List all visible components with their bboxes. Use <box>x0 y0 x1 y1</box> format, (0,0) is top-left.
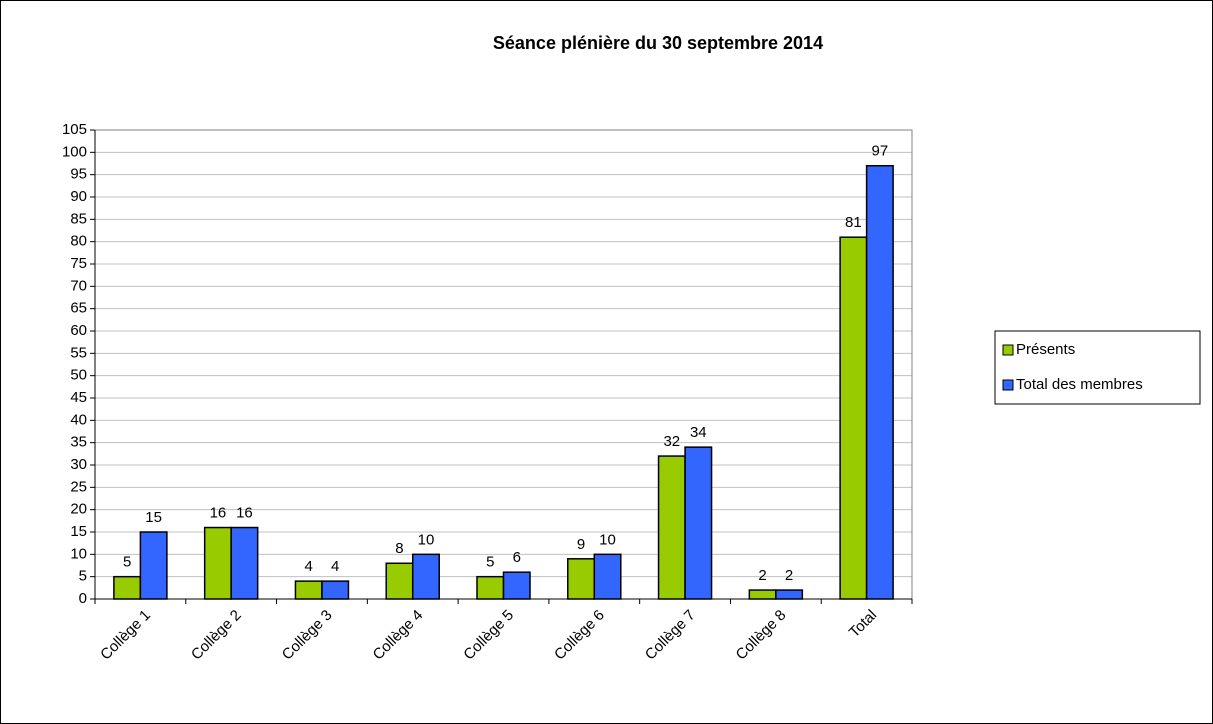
data-label: 6 <box>513 549 521 566</box>
data-label: 32 <box>663 433 680 450</box>
y-tick-label: 0 <box>79 590 87 607</box>
bar <box>321 580 350 600</box>
y-tick-label: 65 <box>70 300 87 317</box>
y-tick-label: 40 <box>70 411 87 428</box>
y-tick-label: 50 <box>70 367 87 384</box>
data-label: 97 <box>872 143 889 160</box>
bar <box>411 553 440 600</box>
y-tick-label: 5 <box>79 568 87 585</box>
data-label: 8 <box>395 540 403 557</box>
bar <box>502 571 531 600</box>
y-tick-label: 10 <box>70 545 87 562</box>
data-label: 81 <box>845 214 862 231</box>
bar <box>839 236 868 600</box>
bar <box>476 575 505 600</box>
data-label: 5 <box>486 554 494 571</box>
y-tick-label: 15 <box>70 523 87 540</box>
y-tick-label: 70 <box>70 277 87 294</box>
data-label: 34 <box>690 424 707 441</box>
y-tick-label: 35 <box>70 434 87 451</box>
bar <box>230 526 259 600</box>
data-label: 10 <box>418 531 435 548</box>
y-tick-label: 45 <box>70 389 87 406</box>
bar <box>865 164 894 600</box>
legend-swatch <box>1002 344 1014 356</box>
bar <box>567 558 596 600</box>
data-label: 16 <box>236 505 253 522</box>
legend-swatch <box>1002 379 1014 391</box>
y-tick-label: 80 <box>70 233 87 250</box>
data-label: 15 <box>145 509 162 526</box>
data-label: 16 <box>210 505 227 522</box>
y-tick-label: 25 <box>70 478 87 495</box>
y-tick-label: 55 <box>70 344 87 361</box>
data-label: 2 <box>785 567 793 584</box>
bar <box>684 446 713 600</box>
data-label: 9 <box>577 536 585 553</box>
chart-title: Séance plénière du 30 septembre 2014 <box>493 33 823 53</box>
y-tick-label: 75 <box>70 255 87 272</box>
data-label: 4 <box>331 558 339 575</box>
y-tick-label: 20 <box>70 501 87 518</box>
bar <box>113 575 142 600</box>
bar <box>385 562 414 600</box>
bar <box>775 589 804 600</box>
y-tick-label: 90 <box>70 188 87 205</box>
data-label: 4 <box>305 558 313 575</box>
data-label: 10 <box>599 531 616 548</box>
bar <box>657 455 686 600</box>
data-label: 2 <box>758 567 766 584</box>
bar <box>593 553 622 600</box>
y-tick-label: 95 <box>70 166 87 183</box>
y-tick-label: 85 <box>70 210 87 227</box>
y-tick-label: 60 <box>70 322 87 339</box>
y-tick-label: 100 <box>62 143 87 160</box>
data-label: 5 <box>123 554 131 571</box>
legend-label: Total des membres <box>1016 376 1143 393</box>
bar <box>748 589 777 600</box>
bar <box>203 526 232 600</box>
legend-box <box>994 330 1201 405</box>
bar <box>294 580 323 600</box>
y-tick-label: 30 <box>70 456 87 473</box>
bar <box>139 531 168 600</box>
y-tick-label: 105 <box>62 121 87 138</box>
legend-label: Présents <box>1016 341 1075 358</box>
